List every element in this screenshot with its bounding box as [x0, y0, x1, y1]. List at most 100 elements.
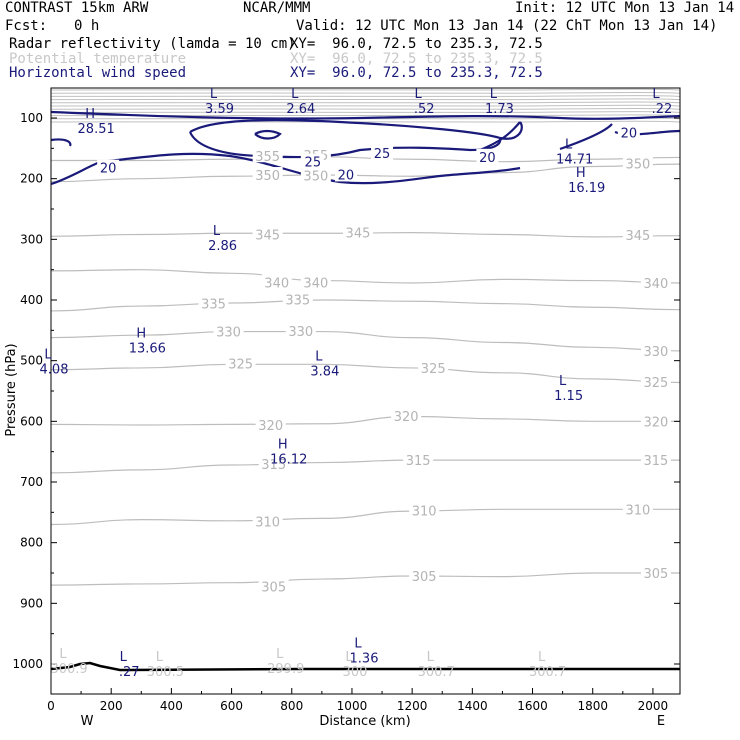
theta-label-bg — [640, 373, 671, 388]
x-axis: 0 200 400 600 800 1000 1200 1400 1600 1800 2000 — [47, 688, 668, 713]
theta-upper-line — [50, 120, 681, 123]
extremum-low: L2.86 — [208, 224, 237, 254]
fcst-value: 0 h — [74, 18, 100, 34]
theta-upper-line — [50, 91, 681, 94]
theta-label-bg — [418, 359, 449, 374]
theta-upper-line — [50, 95, 681, 98]
extremum-low: L1.73 — [485, 87, 514, 117]
terrain-line — [50, 661, 680, 672]
extremum-high: H13.66 — [129, 327, 166, 357]
extremum-high: H16.12 — [270, 438, 307, 468]
wind-label: 20 — [100, 162, 117, 177]
theta-label: 315 — [261, 458, 286, 473]
extremum-value: .22 — [652, 102, 673, 117]
theta-label: 340 — [303, 276, 328, 291]
theta-label: 355 — [255, 150, 280, 165]
theta-label: 330 — [288, 325, 313, 340]
wind-label-bg — [301, 153, 324, 169]
theta-label: 325 — [644, 376, 669, 391]
y-tick-label: 300 — [20, 232, 43, 246]
extremum-type: L — [213, 224, 221, 239]
org-label: NCAR/MMM — [243, 0, 311, 16]
wind-labels: 20 25 25 20 20 20 — [97, 124, 640, 183]
theta-upper-line — [50, 88, 681, 91]
theta-label-bg — [342, 224, 373, 239]
theta-label: 330 — [216, 326, 241, 341]
theta-label: 345 — [346, 227, 371, 242]
x-tick-label: 600 — [220, 699, 243, 713]
extremum-value: 3.84 — [310, 365, 339, 380]
wind-label-bg — [371, 145, 394, 161]
extremum-type: L — [538, 650, 546, 665]
theta-label-bg — [258, 578, 289, 593]
extremum-type: L — [490, 87, 498, 102]
theta-label-bg — [252, 226, 283, 241]
theta-label: 345 — [255, 228, 280, 243]
theta-label-bg — [261, 274, 292, 289]
x-tick-label: 0 — [47, 699, 55, 713]
extremum-low: L.22 — [652, 87, 673, 117]
theta-label-bg — [252, 513, 283, 528]
extremum-value: 300.5 — [147, 665, 184, 680]
theta-label-bg — [225, 355, 256, 370]
x-tick-label: 200 — [100, 699, 123, 713]
theta-label-bg — [640, 413, 671, 428]
y-axis: 100 200 300 400 500 600 700 800 900 1000 — [12, 111, 680, 671]
y-tick-label: 1000 — [12, 657, 43, 671]
field-name-wind: Horizontal wind speed — [9, 65, 187, 81]
theta-label: 350 — [255, 169, 280, 184]
extremum-value: 28.51 — [78, 122, 115, 137]
y-tick-label: 200 — [20, 172, 43, 186]
theta-contour — [50, 163, 681, 183]
x-tick-label: 1200 — [397, 699, 428, 713]
theta-upper-line — [50, 111, 681, 114]
extremum-low: L14.71 — [556, 137, 593, 167]
wind-label-bg — [334, 166, 357, 182]
theta-label-bg — [213, 323, 244, 338]
theta-contour — [51, 156, 681, 163]
extremum-type: H — [136, 327, 146, 342]
y-tick-label: 600 — [20, 414, 43, 428]
extremum-type: L — [44, 347, 52, 362]
theta-label: 350 — [303, 170, 328, 185]
extremum-type: L — [354, 637, 362, 652]
y-tick-label: 100 — [20, 111, 43, 125]
theta-label-bg — [403, 452, 434, 467]
theta-upper-line — [50, 98, 681, 101]
extremum-value: .27 — [119, 665, 140, 680]
extremum-value: 300.7 — [418, 665, 455, 680]
theta-label-bg — [258, 455, 289, 470]
theta-label: 325 — [421, 362, 446, 377]
west-label: W — [81, 714, 94, 729]
field-name-theta: Potential temperature — [9, 51, 187, 67]
theta-label-bg — [640, 452, 671, 467]
field-xy-wind: XY= 96.0, 72.5 to 235.3, 72.5 — [290, 65, 543, 81]
theta-label-bg — [255, 416, 286, 431]
extremum-value: 299.9 — [267, 662, 304, 677]
x-axis-title: Distance (km) — [319, 714, 410, 729]
fcst-label: Fcst: — [5, 18, 48, 34]
theta-label: 305 — [412, 570, 437, 585]
theta-label: 350 — [625, 158, 650, 173]
theta-label: 320 — [258, 419, 283, 434]
theta-contour — [50, 269, 681, 284]
wind-label-bg — [617, 124, 640, 140]
extremum-type: L — [156, 650, 164, 665]
extremum-value: 300 — [343, 665, 368, 680]
x-tick-label: 2000 — [638, 699, 669, 713]
extremum-low: L1.15 — [554, 374, 583, 404]
valid-time: Valid: 12 UTC Mon 13 Jan 14 (22 ChT Mon … — [296, 18, 718, 34]
x-tick-label: 1000 — [337, 699, 368, 713]
theta-label-bg — [640, 275, 671, 290]
theta-contour — [50, 363, 681, 384]
model-title: CONTRAST 15km ARW — [5, 0, 149, 16]
y-tick-label: 700 — [20, 475, 43, 489]
theta-label-bg — [282, 291, 313, 306]
wind-contour — [189, 119, 523, 140]
theta-label: 345 — [625, 229, 650, 244]
theta-label: 325 — [228, 358, 253, 373]
